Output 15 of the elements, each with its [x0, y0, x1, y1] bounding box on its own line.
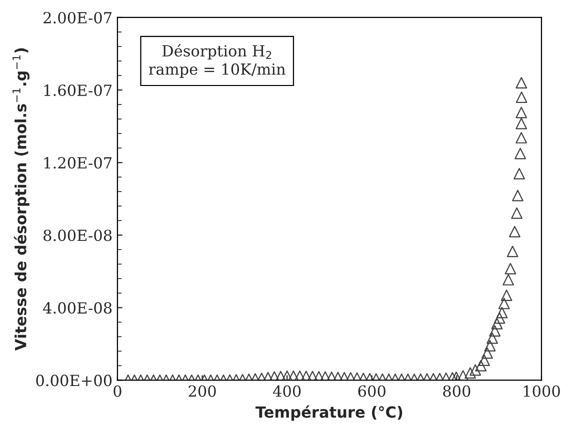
x-tick-label: 200	[188, 385, 216, 397]
y-tick-label: 1.20E-07	[44, 157, 112, 169]
y-tick-label: 8.00E-08	[44, 230, 112, 242]
y-tick-label: 4.00E-08	[43, 302, 112, 314]
y-tick-label: 0.00E+00	[36, 374, 112, 386]
y-axis-title: Vitesse de désorption (mol.s$^{−1}$.g$^{−1}$)	[12, 48, 30, 351]
x-tick-label: 0	[114, 385, 122, 397]
x-tick-label: 400	[272, 385, 301, 397]
annotation: Désorption H$_{2}$ rampe = 10K/min	[148, 44, 286, 78]
x-tick-label: 600	[358, 385, 386, 397]
x-tick-label: 1000	[524, 385, 560, 397]
y-tick-label: 1.60E-07	[44, 84, 112, 96]
x-tick-label: 800	[443, 385, 470, 397]
x-axis-title: Température (°C)	[256, 405, 402, 421]
y-tick-label: 2.00E-07	[44, 12, 112, 24]
